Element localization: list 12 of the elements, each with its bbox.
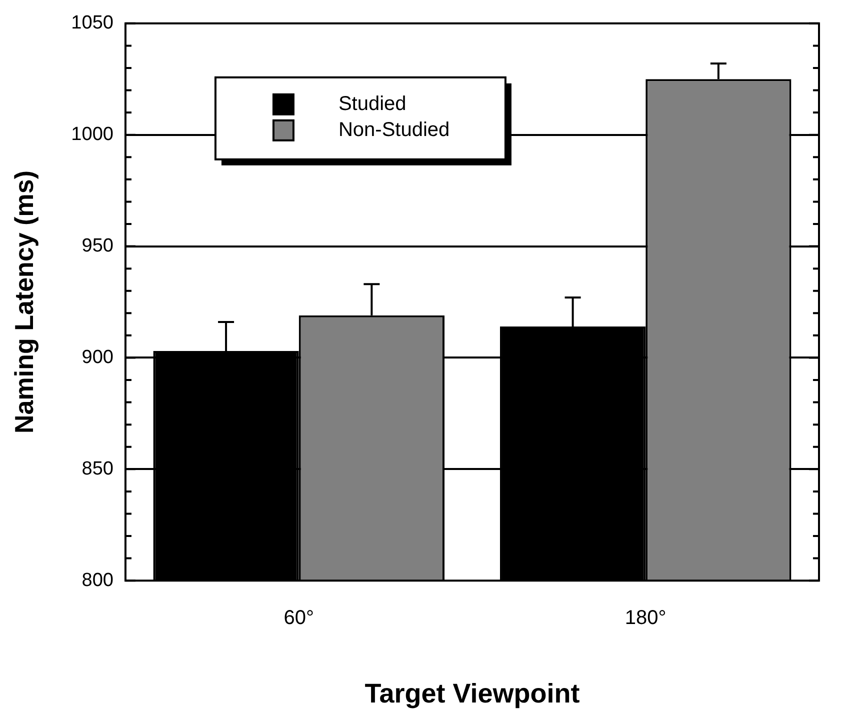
- legend-label: Non-Studied: [338, 118, 450, 141]
- y-tick-label: 1000: [71, 124, 114, 146]
- y-tick-label: 800: [82, 570, 114, 591]
- x-tick-label: 180°: [624, 607, 666, 630]
- y-axis-title: Naming Latency (ms): [8, 170, 39, 434]
- y-tick-label: 950: [82, 236, 114, 257]
- x-tick-label: 60°: [284, 607, 314, 630]
- y-tick-label: 900: [82, 346, 114, 368]
- legend-label: Studied: [338, 92, 406, 115]
- y-tick-label: 1050: [71, 12, 114, 34]
- y-tick-label: 850: [82, 458, 114, 480]
- x-axis-title: Target Viewpoint: [364, 678, 580, 708]
